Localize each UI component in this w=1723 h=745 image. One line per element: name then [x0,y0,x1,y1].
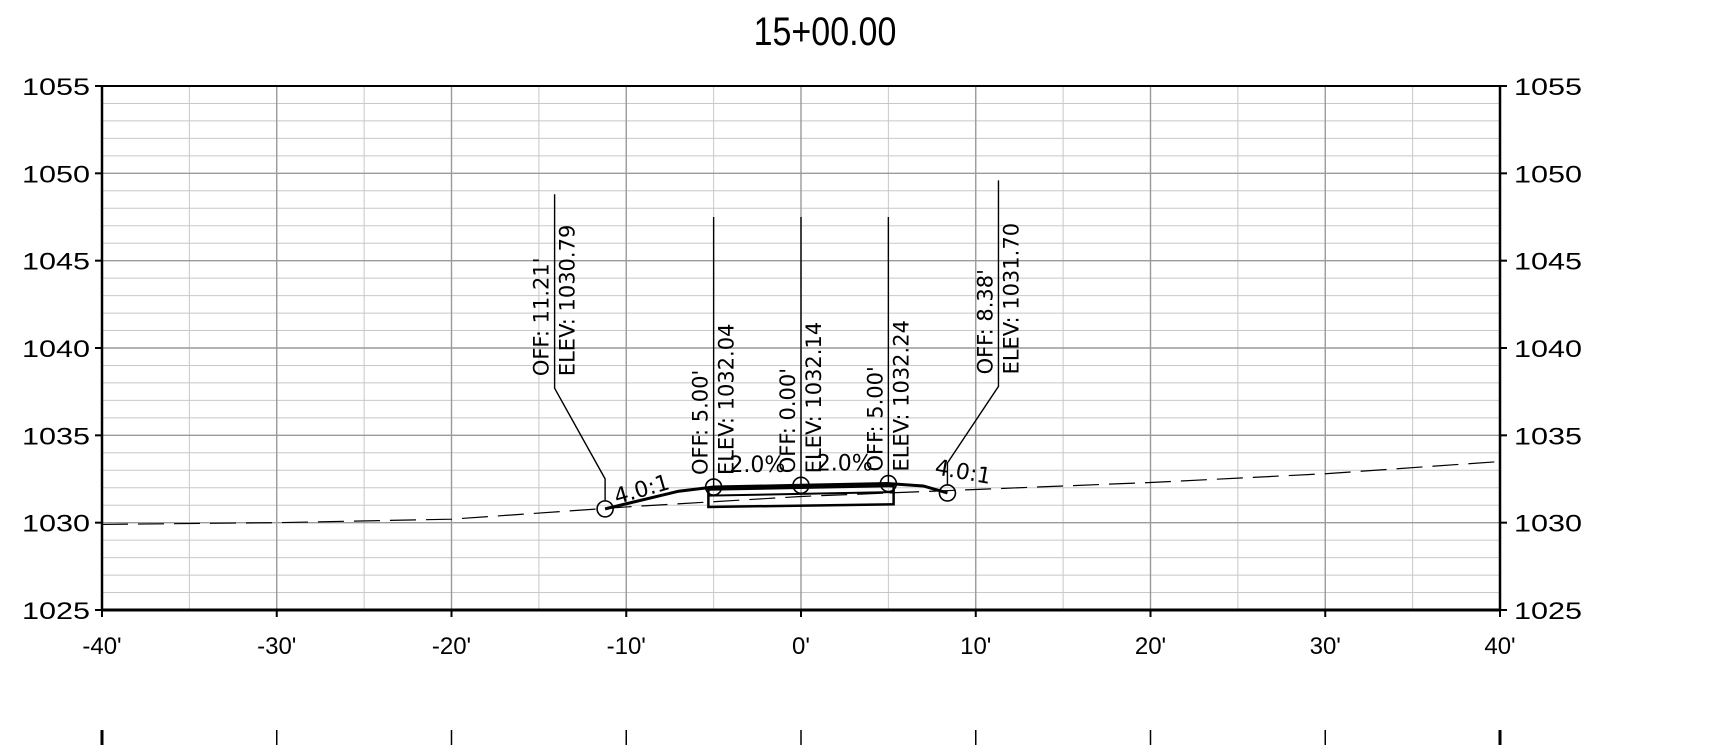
callout-elevation-label: ELEV: 1032.24 [889,320,913,471]
slope-label: 4.0:1 [933,455,993,489]
callout-offset-label: OFF: 8.38' [973,269,997,374]
y-tick-label: 1025 [1514,598,1582,625]
existing-ground-polyline [101,460,1501,526]
x-tick-label: 30' [1310,633,1341,660]
x-tick-label: 0' [792,633,810,660]
x-tick-label: 40' [1484,633,1515,660]
y-tick-label: 1050 [22,161,90,188]
y-tick-label: 1040 [1514,336,1582,363]
y-tick-label: 1035 [1514,423,1582,450]
callout-leader [946,180,1000,485]
y-tick-label: 1025 [22,598,90,625]
y-tick-label: 1030 [1514,511,1582,538]
x-axis: -40' -30' -20' -10' 0' 10' 20' 30' 40' [82,610,1516,745]
y-tick-label: 1050 [1514,161,1582,188]
y-tick-label: 1055 [22,74,90,101]
callout-offset-label: OFF: 0.00' [776,368,800,473]
y-tick-label: 1045 [1514,249,1582,276]
y-tick-label: 1030 [22,511,90,538]
y-tick-label: 1055 [1514,74,1582,101]
slope-label: 2.0% [817,451,873,476]
x-tick-label: 20' [1135,633,1166,660]
x-tick-label: -30' [257,633,296,660]
y-axis-left: 1025 1030 1035 1040 1045 1050 1055 [22,74,102,625]
callout-offset-label: OFF: 11.21' [530,257,554,376]
x-tick-label: -40' [82,633,121,660]
callout-leader [553,194,606,501]
section-title: 15+00.00 [753,10,897,54]
y-tick-label: 1035 [22,423,90,450]
x-tick-label: -20' [432,633,471,660]
pavement-section [707,484,895,509]
callout-elevation-label: ELEV: 1032.04 [715,324,739,475]
y-tick-label: 1040 [22,336,90,363]
existing-ground-line [101,460,1501,526]
callout-offset-label: OFF: 5.00' [863,366,887,471]
slope-label: 2.0% [729,453,785,478]
y-tick-label: 1045 [22,249,90,276]
x-tick-label: 10' [960,633,991,660]
callout-elevation-label: ELEV: 1031.70 [999,223,1023,374]
callout-offset-label: OFF: 5.00' [689,370,713,475]
callout-elevation-label: ELEV: 1032.14 [802,322,826,473]
slope-label: 4.0:1 [611,470,672,510]
x-tick-label: -10' [607,633,646,660]
callout-elevation-label: ELEV: 1030.79 [556,225,580,376]
y-axis-right: 1025 1030 1035 1040 1045 1050 1055 [1500,74,1582,625]
